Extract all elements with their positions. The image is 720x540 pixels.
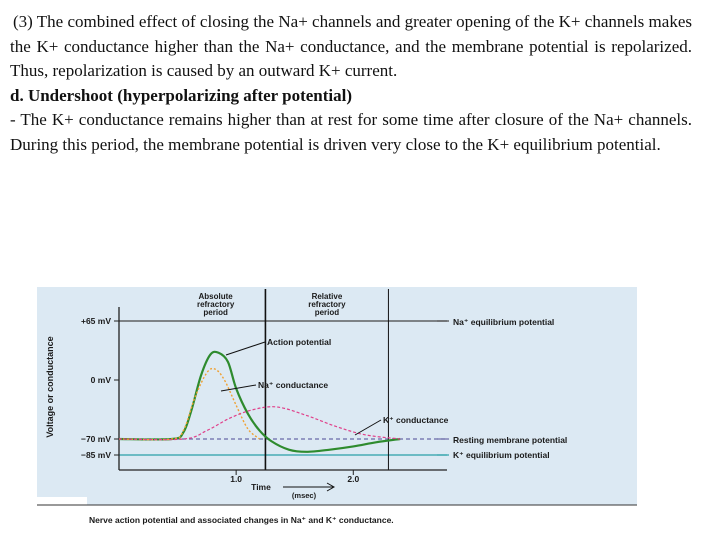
series-action-potential — [118, 350, 401, 453]
period-label-absolute: Absolute — [199, 292, 234, 301]
ref-label-na-equilibrium-potential: Na⁺ equilibrium potential — [453, 317, 554, 327]
y-tick-label: −85 mV — [81, 450, 111, 460]
heading-undershoot: d. Undershoot (hyperpolarizing after pot… — [10, 85, 353, 105]
y-tick-label: 0 mV — [91, 375, 112, 385]
period-label-absolute: period — [203, 308, 228, 317]
x-axis-unit: (msec) — [292, 491, 317, 500]
x-axis-label: Time — [251, 482, 271, 492]
y-tick-label: −70 mV — [81, 434, 111, 444]
x-tick-label: 1.0 — [230, 474, 242, 484]
annotation-arrow-na-conductance — [220, 384, 257, 392]
annotation-action-potential: Action potential — [267, 337, 331, 347]
paragraph-repolarization: (3) The combined effect of closing the N… — [10, 12, 692, 80]
action-potential-figure: Na⁺ equilibrium potential Resting membran… — [37, 287, 637, 537]
series-na-conductance — [118, 367, 261, 441]
annotation-arrow-action-potential — [225, 341, 266, 356]
figure-caption: Nerve action potential and associated ch… — [89, 515, 394, 525]
x-tick-label: 2.0 — [347, 474, 359, 484]
chart-background-notch — [37, 497, 87, 537]
period-label-absolute: refractory — [197, 300, 235, 309]
period-label-relative: period — [315, 308, 340, 317]
annotation-na-conductance: Na⁺ conductance — [258, 380, 328, 390]
annotation-arrow-k-conductance — [354, 419, 382, 436]
annotation-k-conductance: K⁺ conductance — [383, 415, 449, 425]
action-potential-chart: Na⁺ equilibrium potential Resting membran… — [37, 287, 637, 537]
series-k-conductance — [118, 406, 401, 441]
y-axis-label: Voltage or conductance — [45, 336, 55, 437]
period-label-relative: refractory — [308, 300, 346, 309]
period-label-relative: Relative — [312, 292, 343, 301]
paragraph-undershoot: - The K+ conductance remains higher than… — [10, 110, 692, 154]
x-axis-arrow — [283, 482, 336, 492]
y-tick-label: +65 mV — [81, 316, 111, 326]
text-content: (3) The combined effect of closing the N… — [10, 10, 692, 157]
ref-label-k-equilibrium-potential: K⁺ equilibrium potential — [453, 450, 550, 460]
ref-label-resting-membrane-potential: Resting membrane potential — [453, 435, 567, 445]
chart-background — [37, 287, 637, 505]
